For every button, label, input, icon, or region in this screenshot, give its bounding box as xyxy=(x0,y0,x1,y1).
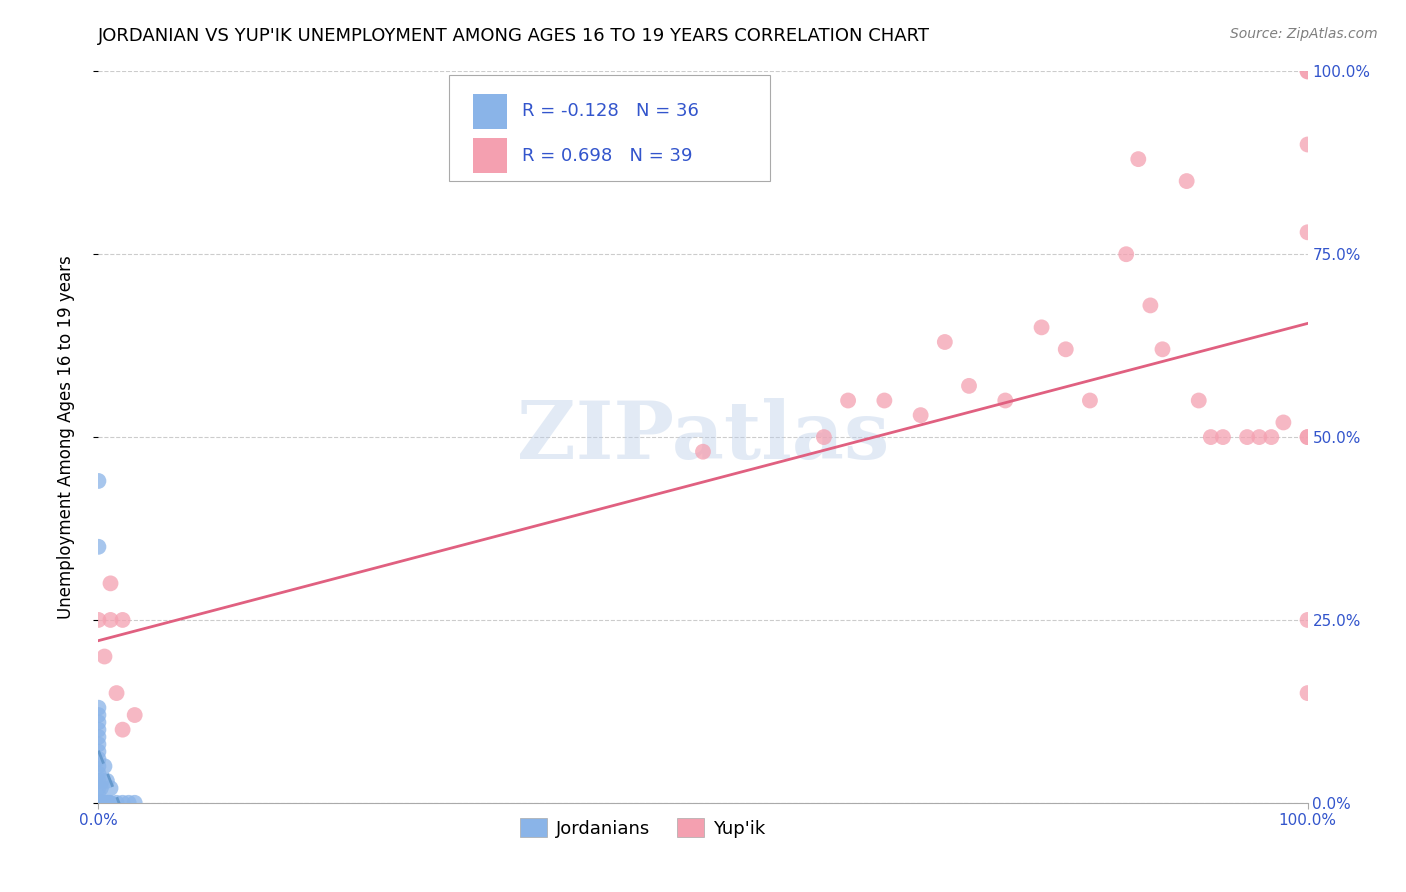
Point xyxy=(87,781,110,796)
Point xyxy=(94,796,117,810)
FancyBboxPatch shape xyxy=(449,75,769,181)
Point xyxy=(87,766,110,780)
Point xyxy=(111,723,134,737)
Text: Source: ZipAtlas.com: Source: ZipAtlas.com xyxy=(1230,27,1378,41)
Point xyxy=(96,796,118,810)
Point xyxy=(100,781,122,796)
Point xyxy=(910,408,932,422)
Text: R = 0.698   N = 39: R = 0.698 N = 39 xyxy=(522,146,692,165)
Point xyxy=(87,796,110,810)
Point xyxy=(87,730,110,744)
Point xyxy=(1078,393,1101,408)
Point xyxy=(111,796,134,810)
Point xyxy=(87,796,110,810)
Point xyxy=(87,773,110,788)
Point xyxy=(100,613,122,627)
Point xyxy=(692,444,714,458)
Point xyxy=(97,796,120,810)
Point xyxy=(87,715,110,730)
Point xyxy=(1175,174,1198,188)
Point xyxy=(91,796,114,810)
Y-axis label: Unemployment Among Ages 16 to 19 years: Unemployment Among Ages 16 to 19 years xyxy=(56,255,75,619)
Point xyxy=(1152,343,1174,357)
Point xyxy=(93,759,115,773)
Point xyxy=(1296,225,1319,239)
Point xyxy=(1296,137,1319,152)
Point xyxy=(87,474,110,488)
Point xyxy=(100,576,122,591)
Point xyxy=(1249,430,1271,444)
Text: ZIPatlas: ZIPatlas xyxy=(517,398,889,476)
Point xyxy=(994,393,1017,408)
Point xyxy=(87,789,110,803)
Legend: Jordanians, Yup'ik: Jordanians, Yup'ik xyxy=(512,811,773,845)
Bar xyxy=(474,138,508,173)
Point xyxy=(96,773,118,788)
Point xyxy=(100,796,122,810)
Point xyxy=(90,781,112,796)
Point xyxy=(1296,613,1319,627)
Point xyxy=(1296,64,1319,78)
Point xyxy=(934,334,956,349)
Point xyxy=(93,649,115,664)
Point xyxy=(1236,430,1258,444)
Point xyxy=(111,613,134,627)
Point xyxy=(1212,430,1234,444)
Point xyxy=(105,686,128,700)
Point xyxy=(1296,430,1319,444)
Point xyxy=(124,708,146,723)
Point xyxy=(105,796,128,810)
Point xyxy=(1296,430,1319,444)
Point xyxy=(813,430,835,444)
Point xyxy=(87,700,110,714)
Point xyxy=(1296,64,1319,78)
Point xyxy=(1054,343,1077,357)
Point xyxy=(1199,430,1222,444)
Text: R = -0.128   N = 36: R = -0.128 N = 36 xyxy=(522,103,699,120)
Point xyxy=(87,752,110,766)
Point xyxy=(87,796,110,810)
Point xyxy=(87,737,110,751)
Point xyxy=(90,796,112,810)
Point xyxy=(837,393,859,408)
Point xyxy=(87,745,110,759)
Point xyxy=(1115,247,1137,261)
Point xyxy=(1188,393,1211,408)
Point xyxy=(87,708,110,723)
Point xyxy=(1128,152,1150,166)
Point xyxy=(91,796,114,810)
Point xyxy=(1296,686,1319,700)
Point xyxy=(124,796,146,810)
Point xyxy=(118,796,141,810)
Point xyxy=(87,613,110,627)
Point xyxy=(873,393,896,408)
Point xyxy=(1031,320,1053,334)
Point xyxy=(1272,416,1295,430)
Point xyxy=(98,796,121,810)
Point xyxy=(87,540,110,554)
Point xyxy=(93,796,115,810)
Bar xyxy=(474,94,508,128)
Point xyxy=(87,759,110,773)
Point xyxy=(87,723,110,737)
Point xyxy=(1139,298,1161,312)
Point xyxy=(91,773,114,788)
Text: JORDANIAN VS YUP'IK UNEMPLOYMENT AMONG AGES 16 TO 19 YEARS CORRELATION CHART: JORDANIAN VS YUP'IK UNEMPLOYMENT AMONG A… xyxy=(98,27,931,45)
Point xyxy=(957,379,980,393)
Point xyxy=(1260,430,1282,444)
